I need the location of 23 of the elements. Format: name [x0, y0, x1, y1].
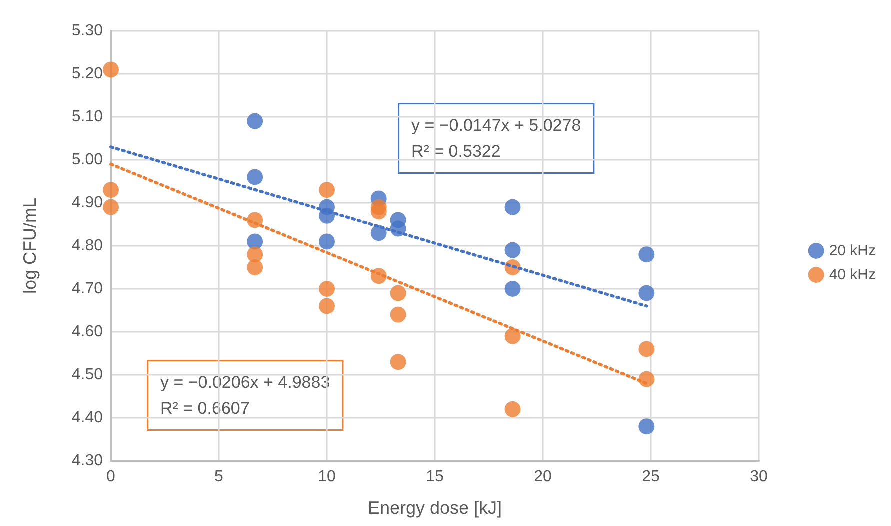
x-axis-title: Energy dose [kJ] [368, 498, 502, 518]
x-tick-label: 10 [318, 468, 336, 486]
legend-label: 20 kHz [829, 242, 876, 260]
y-tick-label: 5.10 [72, 108, 104, 126]
y-axis-title: log CFU/mL [20, 198, 40, 294]
y-tick-label: 4.90 [72, 194, 104, 212]
y-tick-label: 4.80 [72, 238, 104, 254]
y-tick-label: 4.60 [72, 324, 104, 340]
x-tick-label: 15 [426, 468, 444, 486]
x-tick-label: 0 [106, 468, 116, 486]
y-tick-label: 4.40 [72, 410, 104, 426]
y-tick-label: 5.00 [72, 152, 104, 168]
x-tick-label: 20 [534, 468, 552, 486]
x-tick-label: 30 [750, 468, 768, 486]
y-tick-label: 5.30 [72, 22, 104, 40]
y-tick-label: 4.50 [72, 366, 104, 384]
y-tick-label: 4.70 [72, 280, 104, 298]
x-tick-label: 5 [214, 468, 224, 486]
annotation: y = −0.0206x + 4.9883 R² = 0.6607 [160, 373, 330, 418]
x-tick-label: 25 [642, 468, 660, 486]
legend-label: 40 kHz [829, 266, 876, 284]
y-tick-label: 4.30 [72, 452, 104, 470]
y-tick-label: 5.20 [72, 66, 104, 82]
